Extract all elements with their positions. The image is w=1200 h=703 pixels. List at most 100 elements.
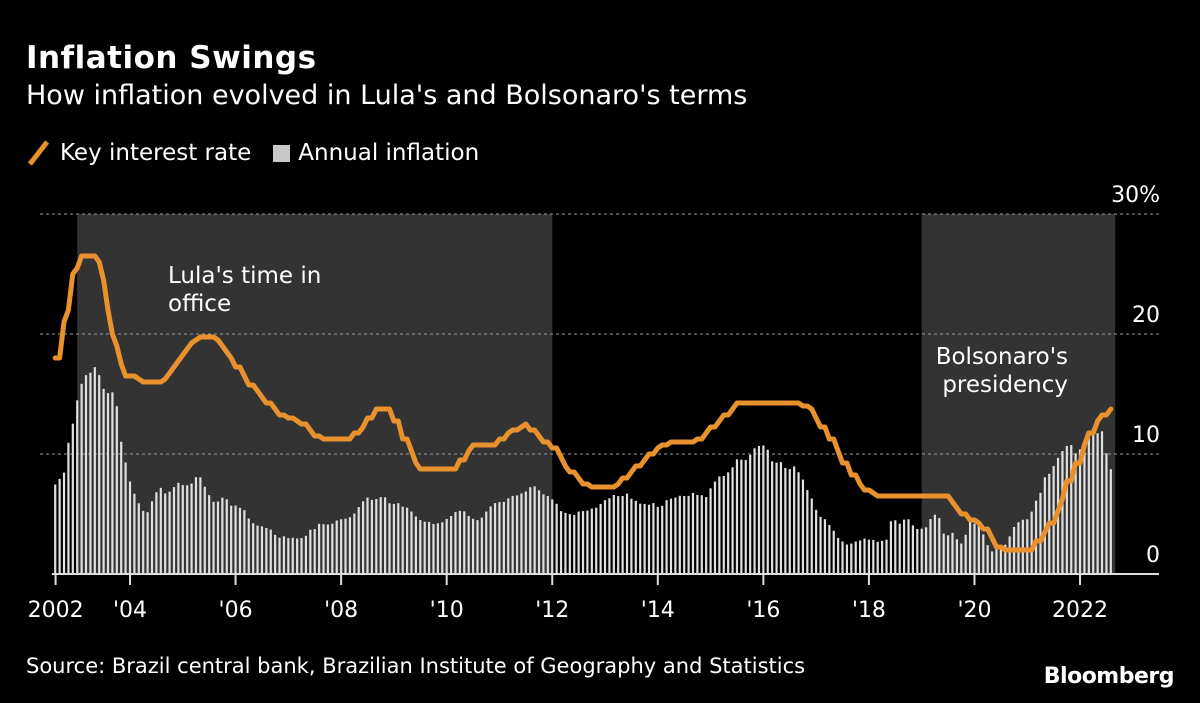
inflation-bar — [485, 511, 488, 574]
inflation-bar — [911, 525, 915, 574]
inflation-bar — [441, 522, 444, 574]
inflation-bar — [300, 538, 303, 574]
inflation-bar — [533, 486, 536, 574]
inflation-bar — [951, 532, 954, 574]
inflation-bar — [278, 537, 281, 574]
inflation-bar — [546, 496, 549, 574]
inflation-bar — [1105, 453, 1108, 574]
inflation-bar — [656, 506, 659, 574]
inflation-bar — [1026, 519, 1029, 574]
inflation-bar — [520, 493, 523, 574]
y-tick-label: 0 — [1146, 543, 1160, 568]
inflation-bar — [643, 503, 646, 574]
inflation-bar — [810, 498, 813, 574]
y-tick-label: 10 — [1132, 423, 1160, 448]
y-tick-label: 30% — [1111, 183, 1160, 208]
inflation-bar — [1034, 500, 1038, 574]
inflation-bar — [405, 507, 409, 574]
inflation-bar — [713, 481, 717, 574]
inflation-bar — [718, 476, 721, 574]
inflation-bar — [617, 496, 620, 574]
inflation-bar — [511, 495, 514, 574]
inflation-bar — [423, 521, 426, 574]
x-tick-label: '18 — [852, 598, 886, 623]
inflation-bar — [1004, 544, 1007, 574]
inflation-bar — [964, 534, 967, 574]
inflation-bar — [537, 490, 541, 574]
inflation-bar — [432, 523, 435, 574]
inflation-bar — [1070, 445, 1073, 574]
inflation-bar — [1074, 453, 1077, 574]
inflation-bar — [603, 500, 607, 574]
inflation-bar — [515, 495, 519, 574]
inflation-bar — [968, 522, 972, 574]
inflation-bar — [529, 487, 532, 574]
inflation-bar — [995, 548, 998, 574]
inflation-bar — [71, 423, 74, 574]
inflation-bar — [647, 504, 651, 574]
inflation-bar — [445, 518, 448, 574]
inflation-bar — [1092, 428, 1095, 574]
inflation-bar — [463, 511, 466, 574]
inflation-bar — [507, 498, 510, 574]
inflation-bar — [1021, 519, 1024, 574]
inflation-bar — [436, 523, 439, 574]
legend: Key interest rate Annual inflation — [26, 140, 479, 166]
inflation-bar — [190, 483, 193, 574]
rate-line — [52, 253, 1114, 553]
inflation-bar — [357, 507, 360, 574]
inflation-bar — [722, 475, 725, 574]
inflation-bar — [177, 482, 180, 574]
inflation-bar — [709, 488, 712, 574]
inflation-bar — [238, 507, 242, 574]
inflation-bar — [683, 496, 686, 574]
inflation-bar — [76, 400, 79, 574]
inflation-bar — [502, 501, 505, 574]
inflation-bar — [705, 497, 708, 574]
inflation-bar — [1030, 511, 1033, 574]
inflation-bar — [621, 496, 624, 574]
inflation-bar — [84, 375, 88, 574]
inflation-bar — [234, 505, 237, 574]
inflation-bar — [881, 540, 884, 574]
inflation-bar — [498, 502, 501, 574]
inflation-bar — [392, 503, 395, 574]
inflation-bar — [1096, 433, 1099, 574]
inflation-bar — [691, 493, 695, 574]
inflation-bar — [493, 503, 497, 574]
inflation-bar — [731, 467, 734, 574]
inflation-bar — [744, 460, 747, 574]
inflation-bar — [903, 519, 906, 574]
inflation-bar — [221, 497, 224, 574]
inflation-bar — [907, 519, 910, 574]
inflation-bar — [362, 501, 365, 574]
inflation-bar — [674, 497, 677, 574]
inflation-bar — [960, 543, 963, 574]
inflation-bar — [291, 537, 294, 574]
x-tick-label: '04 — [113, 598, 147, 623]
inflation-bar — [89, 372, 92, 574]
inflation-bar — [1043, 477, 1046, 574]
inflation-bar — [942, 533, 945, 574]
inflation-bar — [766, 449, 769, 574]
inflation-bar — [467, 515, 470, 574]
inflation-bar — [542, 494, 545, 574]
inflation-bar — [555, 503, 558, 574]
inflation-bar — [924, 527, 928, 574]
inflation-bar — [471, 518, 475, 574]
inflation-bar — [586, 510, 589, 574]
annotation-bolsonaro-line2: presidency — [942, 372, 1068, 398]
inflation-bar — [625, 493, 629, 574]
inflation-bar — [181, 485, 184, 574]
inflation-bar — [665, 500, 668, 574]
inflation-bar — [577, 511, 580, 574]
inflation-bar — [1039, 492, 1042, 574]
inflation-bar — [793, 466, 796, 574]
inflation-bar — [973, 523, 976, 574]
legend-label-rate: Key interest rate — [60, 140, 252, 166]
inflation-bar — [230, 505, 233, 574]
inflation-bar — [120, 441, 123, 574]
inflation-bar — [106, 393, 110, 574]
inflation-bar — [1061, 451, 1064, 574]
inflation-bar — [225, 499, 228, 574]
